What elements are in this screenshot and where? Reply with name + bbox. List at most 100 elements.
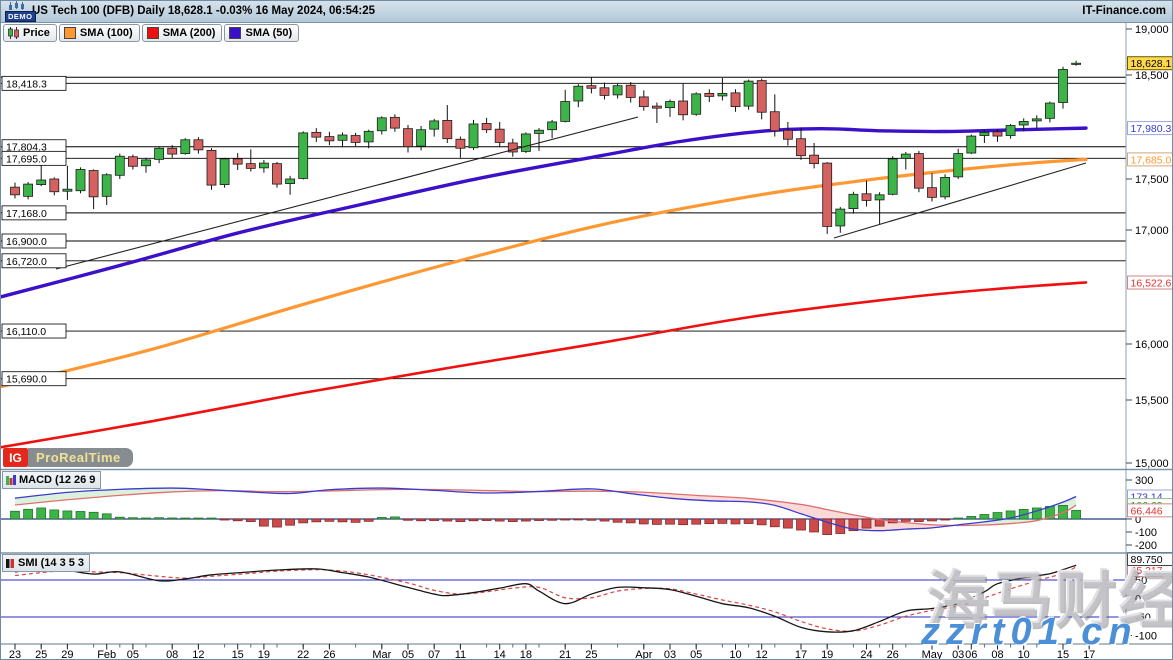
svg-text:17,695.0: 17,695.0 <box>6 153 47 165</box>
candle <box>940 174 950 200</box>
x-axis-label: 05 <box>127 649 139 660</box>
candle <box>560 89 571 123</box>
candle <box>887 156 898 196</box>
candle <box>298 131 309 180</box>
candle <box>717 78 728 101</box>
x-axis-label: 10 <box>1018 649 1030 660</box>
svg-text:18,628.1: 18,628.1 <box>1131 58 1172 70</box>
candle <box>874 192 885 224</box>
x-axis-label: 15 <box>1057 649 1069 660</box>
candle <box>219 157 230 188</box>
smi-axis-label: 0 <box>1135 594 1141 606</box>
x-axis-label: May <box>922 649 943 660</box>
candle <box>167 145 178 158</box>
ig-logo: IG <box>3 448 28 467</box>
x-axis-label: 08 <box>166 649 178 660</box>
candle <box>809 142 819 169</box>
watermark-cjk: 海马财经 <box>926 566 1173 635</box>
legend-chip-label: SMA (200) <box>162 27 216 39</box>
smi-signal-line <box>14 566 1077 632</box>
candle <box>507 138 518 157</box>
candle <box>455 136 466 158</box>
candle <box>23 182 34 200</box>
candle <box>285 175 296 195</box>
candle <box>363 129 374 149</box>
svg-text:15,690.0: 15,690.0 <box>6 374 47 386</box>
smi-indicator-chip[interactable]: SMI (14 3 5 3 <box>2 554 91 572</box>
support-resistance-lines <box>1 76 1126 380</box>
level-label: 17,168.0 <box>1 205 67 221</box>
legend-chip-sma-50[interactable]: SMA (50) <box>224 24 300 42</box>
level-label: 16,900.0 <box>1 233 67 249</box>
candle <box>324 131 335 146</box>
x-axis-label: 11 <box>455 649 466 660</box>
x-axis-label: 18 <box>520 649 532 660</box>
svg-text:18,418.3: 18,418.3 <box>6 78 47 90</box>
x-axis-label: 26 <box>323 649 335 660</box>
candle <box>599 82 610 100</box>
x-axis-label: 17 <box>795 649 807 660</box>
y-axis-tick-label: 18,500 <box>1135 70 1169 82</box>
candle <box>114 153 125 179</box>
candle <box>232 153 243 170</box>
candle <box>154 147 165 164</box>
candle <box>481 117 492 133</box>
legend-chip-price[interactable]: Price <box>3 24 57 42</box>
x-axis-label: 07 <box>428 649 440 660</box>
level-label: 17,695.0 <box>1 150 67 166</box>
smi-axis-label: -100 <box>1135 631 1157 643</box>
y-axis-tick-label: 15,500 <box>1135 395 1169 407</box>
prorealtime-label: ProRealTime <box>28 448 133 467</box>
candle <box>1045 101 1055 123</box>
axis-price-box: 18,628.1 <box>1127 56 1172 71</box>
candle <box>337 132 348 148</box>
y-axis-tick-label: 17,500 <box>1135 174 1169 186</box>
candle <box>258 159 269 173</box>
candle <box>88 169 99 210</box>
price-axis: 19,000 18,500 17,500 17,000 16,000 15,500 15,0… <box>1125 23 1172 644</box>
candle <box>311 128 322 142</box>
candle <box>678 83 688 121</box>
candle <box>10 182 20 199</box>
candle <box>914 150 924 193</box>
x-axis-label: 08 <box>991 649 1003 660</box>
svg-text:16,522.6: 16,522.6 <box>1131 278 1172 290</box>
candle <box>1058 66 1068 109</box>
candle <box>927 173 937 202</box>
x-axis-label: 23 <box>9 649 21 660</box>
candle <box>691 92 702 116</box>
prorealtime-logo[interactable]: IG ProRealTime <box>3 448 133 467</box>
macd-indicator-chip[interactable]: MACD (12 26 9 <box>2 471 102 489</box>
candle <box>704 89 715 103</box>
svg-text:66.446: 66.446 <box>1131 505 1163 517</box>
svg-text:16,720.0: 16,720.0 <box>6 256 47 268</box>
x-axis-label: 24 <box>860 649 872 660</box>
legend-color-swatch <box>229 27 242 39</box>
legend-chip-sma-100[interactable]: SMA (100) <box>58 24 140 42</box>
y-axis-tick-label: 19,000 <box>1135 24 1169 36</box>
x-axis-label: 17 <box>1083 649 1095 660</box>
x-axis-label: 06 <box>965 649 977 660</box>
svg-text:16,900.0: 16,900.0 <box>6 236 47 248</box>
candle <box>193 137 204 154</box>
x-axis-label: 15 <box>232 649 244 660</box>
x-axis-label: Mar <box>372 649 391 660</box>
sma50-line <box>1 126 1088 299</box>
candle <box>953 148 964 179</box>
trendlines <box>55 116 1087 270</box>
candle <box>534 128 544 151</box>
y-axis-tick-label: 15,000 <box>1135 458 1169 470</box>
sma200-line <box>1 281 1088 449</box>
candle <box>1071 60 1081 66</box>
x-axis-label: Feb <box>97 649 116 660</box>
svg-text:89.750: 89.750 <box>1131 554 1163 566</box>
svg-text:17,980.3: 17,980.3 <box>1131 123 1172 135</box>
legend-bar: Price SMA (100) SMA (200) SMA (50) <box>3 24 300 42</box>
level-labels: 18,418.3 17,804.317,695.0 17,168.0 16,900.0… <box>1 75 67 387</box>
legend-chip-sma-200[interactable]: SMA (200) <box>141 24 223 42</box>
candle <box>376 116 387 135</box>
